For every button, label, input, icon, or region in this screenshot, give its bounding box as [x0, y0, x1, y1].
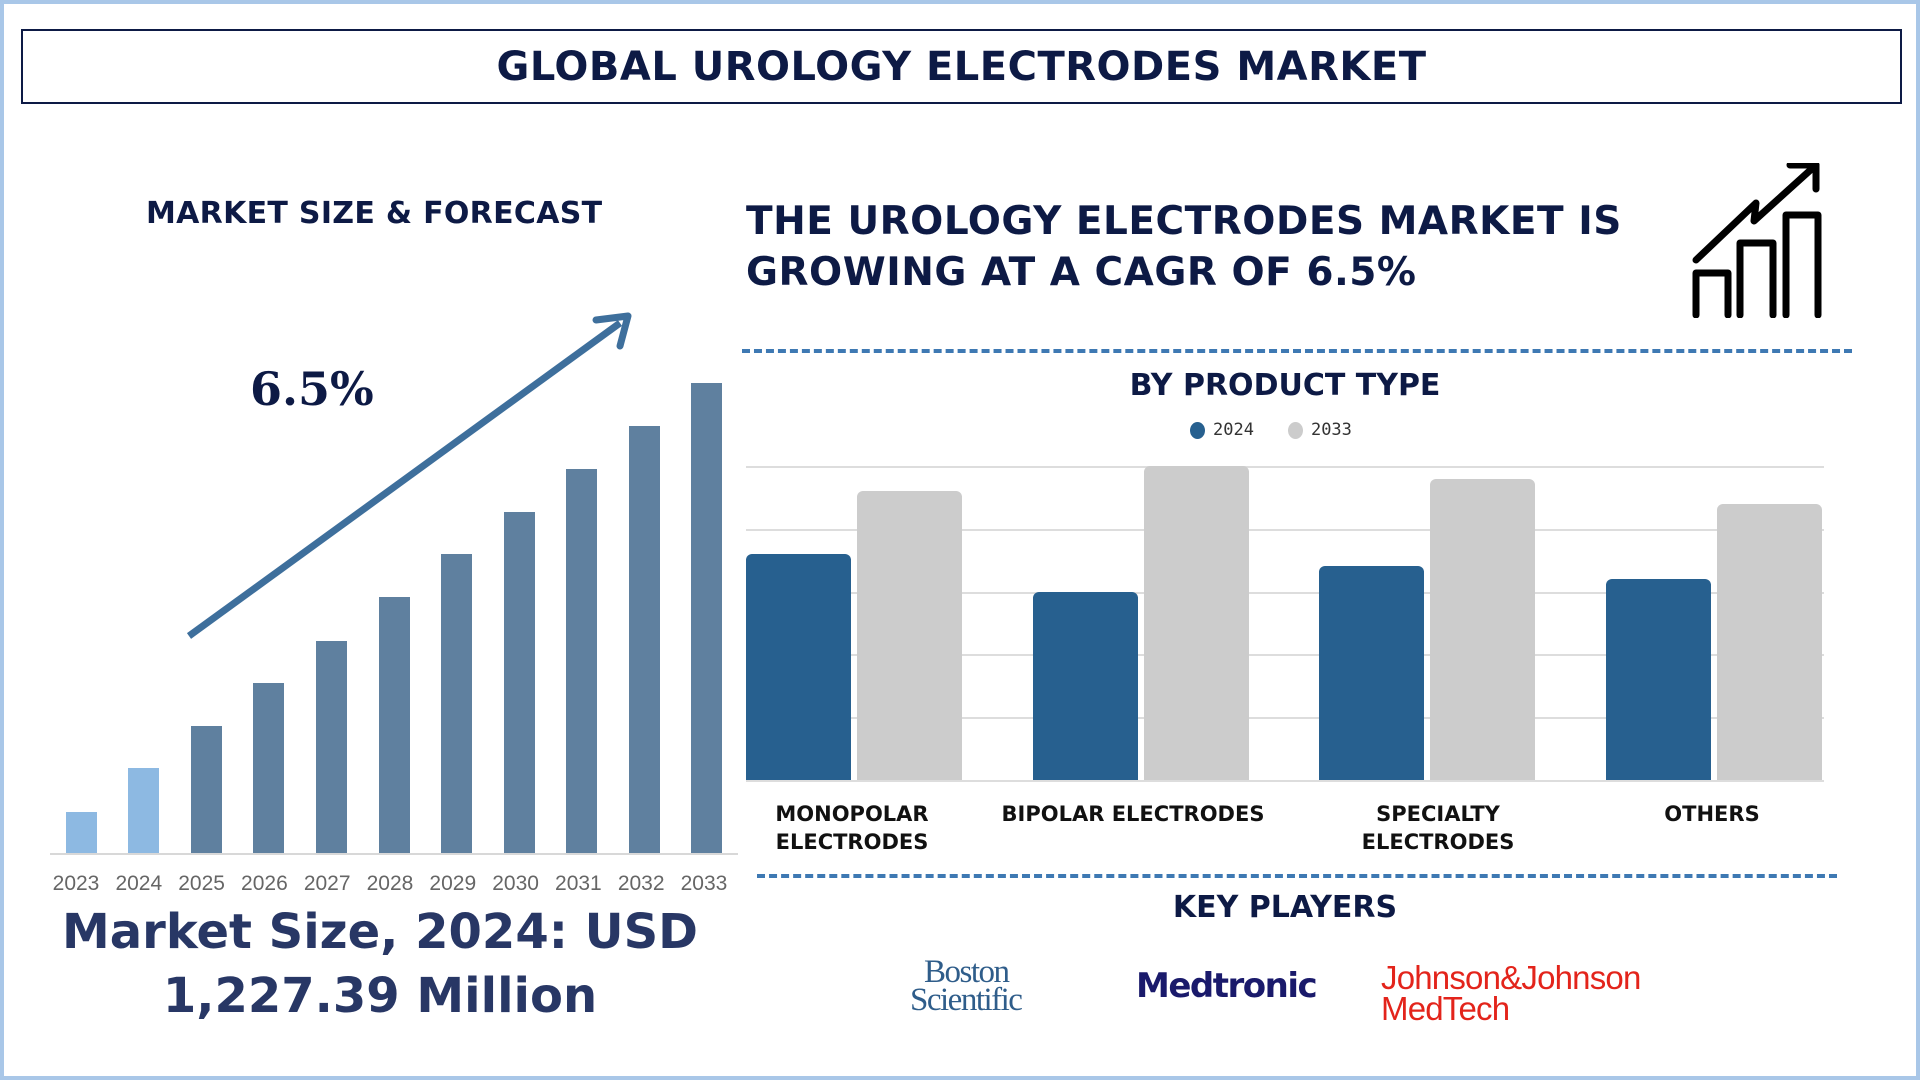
johnson-johnson-medtech-logo: Johnson&Johnson MedTech — [1381, 959, 1641, 1027]
logo-text: Medtronic — [1136, 966, 1318, 1006]
logo-text: Johnson&Johnson — [1381, 959, 1641, 996]
bar-2028 — [378, 597, 410, 853]
category-label: OTHERS — [1664, 802, 1760, 826]
headline-line-1: THE UROLOGY ELECTRODES MARKET IS — [746, 199, 1622, 244]
legend-item-2033: 2033 — [1287, 420, 1352, 440]
market-size-line-2: 1,227.39 Million — [162, 968, 598, 1024]
category-label: MONOPOLAR ELECTRODES — [775, 802, 929, 854]
year-label: 2026 — [241, 872, 288, 895]
headline-line-2: GROWING AT A CAGR OF 6.5% — [746, 250, 1417, 295]
year-label: 2032 — [617, 872, 665, 895]
product-type-bar-chart — [746, 466, 1824, 782]
bar-2027 — [315, 641, 347, 853]
gridline — [746, 466, 1824, 468]
year-label: 2028 — [366, 872, 414, 895]
bar-2025 — [190, 726, 222, 853]
bar-2033 — [1717, 503, 1822, 780]
gridline — [746, 528, 1824, 531]
boston-scientific-logo: Boston Scientific — [910, 954, 1023, 1018]
medtronic-logo: Medtronic — [1136, 966, 1318, 1006]
gridline — [746, 717, 1824, 720]
bar-2024 — [1319, 566, 1424, 780]
bar-2033 — [691, 383, 723, 853]
growth-chart-icon — [1692, 163, 1822, 318]
bar-2033 — [1430, 478, 1535, 780]
section-divider-bottom — [757, 874, 1837, 878]
year-label: 2029 — [429, 872, 477, 895]
gridline — [746, 780, 1824, 782]
year-label: 2025 — [178, 872, 225, 895]
bar-2031 — [566, 468, 598, 853]
bar-2024 — [746, 553, 851, 780]
bar-2024 — [1606, 579, 1711, 780]
category-label: BIPOLAR ELECTRODES — [1001, 802, 1265, 826]
legend-label: 2033 — [1310, 420, 1352, 440]
year-label: 2023 — [52, 872, 100, 895]
bar-2032 — [628, 426, 660, 853]
market-size-line-1: Market Size, 2024: USD — [61, 904, 699, 960]
year-label: 2030 — [492, 872, 539, 895]
gridline — [746, 654, 1824, 657]
bar-2030 — [503, 511, 535, 853]
by-product-type-title: BY PRODUCT TYPE — [1129, 368, 1441, 403]
chart-legend: 2024 2033 — [1190, 420, 1352, 440]
gridline — [746, 591, 1824, 594]
logo-text: MedTech — [1381, 990, 1510, 1027]
key-players-title: KEY PLAYERS — [1172, 890, 1398, 925]
logo-text: Boston — [924, 954, 1010, 990]
year-label: 2031 — [555, 872, 602, 895]
section-divider-top — [742, 349, 1852, 353]
cagr-value: 6.5% — [250, 362, 374, 416]
chart-baseline — [50, 853, 738, 855]
bar-2024 — [128, 768, 160, 853]
market-size-text: Market Size, 2024: USD 1,227.39 Million — [30, 900, 730, 1028]
market-size-forecast-heading: MARKET SIZE & FORECAST — [146, 196, 603, 231]
year-label: 2024 — [115, 872, 163, 895]
legend-item-2024: 2024 — [1190, 420, 1254, 440]
year-axis-labels: 2023 2024 2025 2026 2027 2028 2029 2030 2031 2032… — [40, 872, 740, 896]
bar-2033 — [1144, 466, 1249, 780]
forecast-bar-chart — [50, 370, 738, 855]
legend-dot-icon — [1287, 421, 1303, 439]
category-label: SPECIALTY ELECTRODES — [1361, 802, 1515, 854]
bar-2023 — [65, 811, 97, 853]
page-title: GLOBAL UROLOGY ELECTRODES MARKET — [496, 43, 1427, 90]
cagr-headline: THE UROLOGY ELECTRODES MARKET IS GROWING… — [746, 196, 1622, 298]
legend-dot-icon — [1190, 421, 1205, 439]
bar-2033 — [857, 491, 962, 780]
year-label: 2027 — [303, 872, 351, 895]
year-label: 2033 — [680, 872, 728, 895]
title-banner: GLOBAL UROLOGY ELECTRODES MARKET — [21, 29, 1902, 104]
legend-label: 2024 — [1213, 420, 1254, 440]
bar-2029 — [441, 554, 473, 853]
bar-2024 — [1033, 591, 1138, 780]
bar-2026 — [253, 682, 285, 853]
logo-text: Scientific — [910, 982, 1023, 1018]
